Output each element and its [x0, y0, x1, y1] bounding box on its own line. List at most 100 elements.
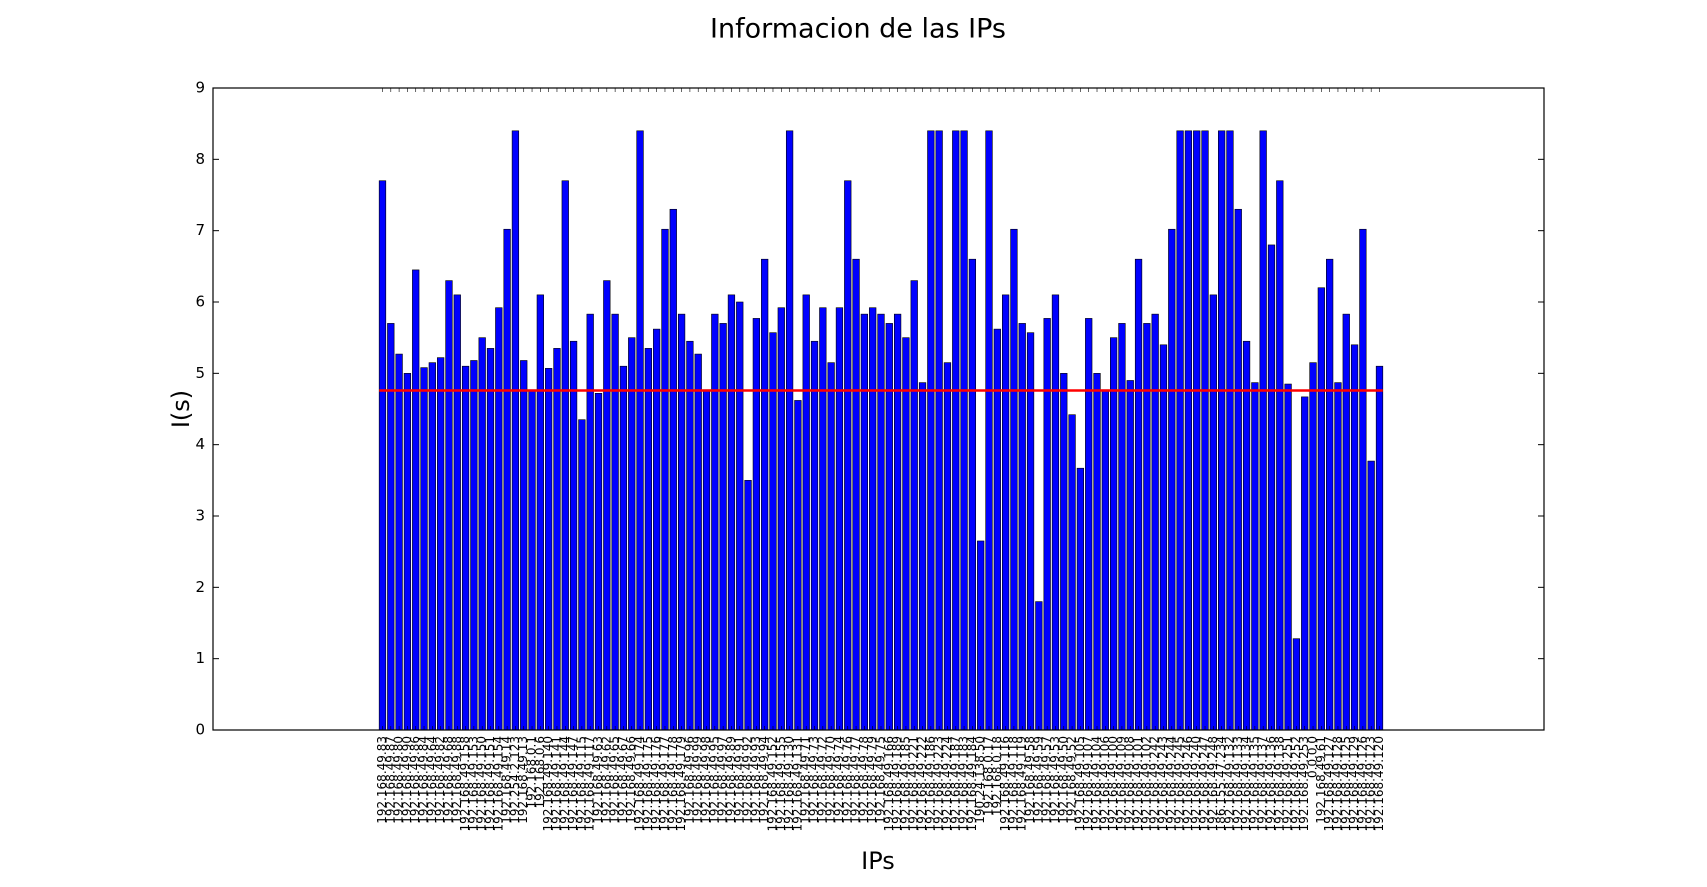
x-tick-label: 192.168.49.243	[1156, 736, 1170, 831]
bar	[511, 130, 520, 731]
bar	[1026, 332, 1035, 731]
bar	[586, 313, 594, 731]
bar	[1334, 382, 1342, 731]
x-tick-label: 192.168.49.251	[1281, 736, 1295, 831]
bar	[977, 540, 985, 731]
bar	[503, 228, 511, 731]
x-tick-label: 192.168.49.115	[574, 736, 588, 831]
x-tick-label: 192.168.49.221	[907, 736, 921, 831]
x-tick-label: 192.168.49.89	[724, 736, 738, 824]
bar	[1259, 130, 1267, 731]
x-tick-label: 192.168.49.240	[1189, 736, 1203, 831]
bar	[520, 360, 528, 731]
bar	[1110, 337, 1118, 731]
bar	[1251, 382, 1259, 731]
x-tick-label: 192.168.49.252	[1289, 736, 1303, 831]
bar	[694, 353, 702, 731]
x-tick-label: 192.168.49.138	[1272, 736, 1286, 831]
bar	[1093, 373, 1101, 731]
x-tick-label: 192.168.49.107	[1081, 736, 1095, 831]
y-tick-label: 8	[195, 150, 205, 168]
x-tick-label: 192.168.49.245	[1173, 736, 1187, 831]
x-tick-label: 192.168.49.132	[1222, 736, 1236, 831]
bar	[1218, 130, 1226, 731]
bar	[686, 340, 694, 731]
x-tick-label: 192.168.49.116	[998, 736, 1012, 831]
bar	[1018, 323, 1026, 731]
x-tick-label: 192.168.49.129	[1347, 736, 1361, 831]
x-tick-label: 192.168.49.67	[616, 736, 630, 824]
bar	[644, 348, 652, 731]
bar	[569, 340, 578, 731]
x-tick-label: 192.168.49.166	[882, 736, 896, 831]
bar	[935, 130, 943, 731]
x-tick-label: 192.168.49.14	[500, 736, 514, 824]
x-tick-label: 192.168.49.141	[549, 736, 563, 831]
bar	[677, 313, 686, 731]
bar	[1184, 130, 1193, 731]
bar	[1118, 323, 1126, 731]
x-tick-label: 192.168.49.223	[932, 736, 946, 831]
x-tick-label: 192.168.49.62	[599, 736, 613, 824]
x-tick-label: 0.0.0.0	[1306, 736, 1320, 778]
x-tick-label: 192.168.49.125	[1339, 736, 1353, 831]
bar	[1043, 318, 1051, 731]
bar	[1168, 228, 1176, 731]
x-tick-label: 192.168.49.131	[790, 736, 804, 831]
x-tick-label: 192.168.49.63	[591, 736, 605, 824]
x-tick-label: 190.24.138.50	[973, 736, 987, 824]
bar	[1309, 362, 1317, 731]
x-tick-label: 192.168.49.158	[458, 736, 472, 831]
x-tick-label: 192.168.0.1	[525, 736, 539, 809]
x-tick-label: 192.168.49.152	[765, 736, 779, 831]
x-tick-label: 192.168.49.126	[1355, 736, 1369, 831]
bar	[1159, 344, 1168, 731]
bar	[1342, 313, 1350, 731]
bar	[1242, 340, 1251, 731]
bar	[478, 337, 486, 731]
bar	[495, 307, 503, 731]
bar	[528, 389, 536, 731]
x-tick-label: 192.168.49.117	[583, 736, 597, 831]
bar	[794, 400, 802, 731]
x-tick-label: 186.155.47.234	[1214, 736, 1228, 831]
bar	[985, 130, 993, 731]
bar	[453, 294, 461, 731]
x-tick-label: 192.168.49.13	[516, 736, 530, 824]
bar	[827, 362, 835, 731]
x-tick-label: 192.168.49.150	[475, 736, 489, 831]
x-tick-label: 192.168.49.78	[857, 736, 871, 824]
bar	[1284, 383, 1292, 731]
bar	[761, 258, 769, 731]
bar	[1176, 130, 1184, 731]
bar	[661, 228, 669, 731]
bar	[844, 180, 852, 731]
y-tick-label: 0	[195, 721, 205, 739]
x-tick-label: 192.168.49.71	[799, 736, 813, 824]
x-tick-label: 192.168.49.94	[757, 736, 771, 824]
x-tick-label: 192.168.49.99	[691, 736, 705, 824]
x-tick-label: 192.168.0.18	[990, 736, 1004, 816]
x-tick-label: 192.168.49.61	[1314, 736, 1328, 824]
bar	[628, 337, 636, 731]
chart-title: Informacion de las IPs	[710, 14, 1006, 45]
x-tick-label: 192.168.49.247	[1198, 736, 1212, 831]
bar	[968, 258, 977, 731]
bar	[810, 340, 819, 731]
bar	[902, 337, 910, 731]
y-axis-label: I(s)	[167, 390, 195, 428]
x-tick-label: 192.168.49.118	[1006, 736, 1020, 831]
x-tick-label: 192.168.49.187	[948, 736, 962, 831]
x-tick-label: 192.168.0.6	[533, 736, 547, 809]
x-tick-label: 192.168.49.101	[1131, 736, 1145, 831]
bar	[1010, 228, 1018, 731]
x-tick-label: 192.168.49.82	[433, 736, 447, 824]
x-tick-label: 192.168.49.184	[965, 736, 979, 831]
bar	[1035, 601, 1043, 731]
x-tick-label: 192.168.49.242	[1148, 736, 1162, 831]
bar	[594, 393, 603, 731]
x-tick-label: 192.168.49.177	[657, 736, 671, 831]
bar	[1367, 460, 1375, 731]
bar	[1051, 294, 1060, 731]
